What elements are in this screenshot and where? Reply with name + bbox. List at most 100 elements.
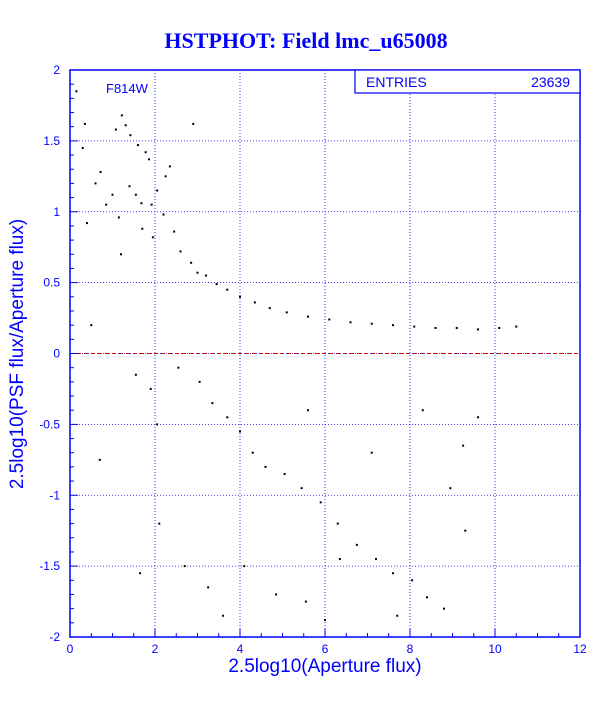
x-tick-label: 2 [152, 642, 159, 656]
y-tick-label: 0.5 [43, 276, 60, 290]
scatter-point [477, 328, 479, 331]
scatter-point [283, 472, 286, 475]
scatter-point [251, 451, 254, 454]
scatter-point [226, 288, 229, 291]
y-axis-title: 2.5log10(PSF flux/Aperture flux) [7, 219, 28, 489]
scatter-point [328, 318, 331, 321]
stats-value: 23639 [531, 74, 570, 90]
scatter-point [421, 409, 424, 412]
scatter-point [94, 182, 97, 185]
x-tick-label: 8 [407, 642, 414, 656]
scatter-point [141, 227, 144, 230]
scatter-point [114, 128, 117, 131]
scatter-point [120, 253, 122, 256]
scatter-point [275, 593, 278, 596]
scatter-point [150, 203, 153, 206]
x-tick-label: 6 [322, 642, 329, 656]
scatter-point [140, 202, 143, 205]
scatter-point [111, 193, 114, 196]
scatter-point [215, 283, 218, 286]
y-tick-label: -1.5 [39, 559, 60, 573]
scatter-point [396, 614, 399, 617]
scatter-point [129, 134, 132, 137]
scatter-point [99, 171, 102, 174]
scatter-point [98, 458, 101, 461]
scatter-point [75, 90, 78, 93]
scatter-point [239, 295, 241, 298]
scatter-point [120, 114, 123, 117]
scatter-point [411, 579, 414, 582]
scatter-point [477, 416, 479, 419]
scatter-point [124, 124, 127, 127]
x-axis-ticks: 0 2 4 6 8 10 12 [67, 629, 587, 656]
scatter-point [285, 311, 288, 314]
y-tick-label: -1 [49, 488, 60, 502]
scatter-point [205, 274, 207, 277]
scatter-point [162, 213, 165, 216]
stats-box-frame [354, 69, 581, 94]
scatter-point [139, 572, 142, 575]
scatter-point [148, 158, 151, 161]
scatter-point [158, 522, 161, 525]
scatter-point [190, 261, 193, 264]
y-tick-label: -0.5 [39, 417, 60, 431]
y-tick-label: 0 [53, 347, 60, 361]
scatter-point [464, 529, 467, 532]
scatter-point [156, 423, 159, 426]
scatter-point [196, 271, 199, 274]
scatter-point [443, 607, 445, 610]
x-axis-title: 2.5log10(Aperture flux) [228, 656, 421, 677]
x-tick-label: 10 [488, 642, 502, 656]
y-axis-ticks: -2 -1.5 -1 -0.5 0 0.5 1 1.5 2 [39, 63, 78, 644]
scatter-points [75, 90, 518, 621]
scatter-point [336, 522, 339, 525]
scatter-point [498, 326, 501, 329]
scatter-point [375, 558, 377, 561]
stats-label: ENTRIES [366, 74, 427, 90]
scatter-point [156, 189, 159, 192]
scatter-point [253, 301, 256, 304]
scatter-point [173, 230, 176, 233]
scatter-point [243, 565, 246, 568]
scatter-point [355, 543, 358, 546]
scatter-point [81, 146, 84, 149]
scatter-point [370, 322, 373, 325]
scatter-point [211, 402, 214, 405]
stats-box: ENTRIES 23639 [354, 69, 581, 94]
scatter-point [268, 307, 271, 310]
scatter-point [462, 444, 465, 447]
scatter-point [455, 326, 458, 329]
scatter-point [149, 387, 152, 390]
scatter-point [86, 222, 88, 225]
scatter-point [449, 487, 452, 490]
scatter-point [183, 565, 186, 568]
scatter-point [192, 122, 195, 125]
scatter-point [434, 326, 437, 329]
scatter-point [324, 618, 326, 621]
scatter-point [413, 325, 416, 328]
scatter-point [168, 165, 171, 168]
scatter-point [338, 558, 341, 561]
scatter-point [105, 203, 108, 206]
scatter-point [307, 409, 309, 412]
scatter-point [134, 373, 137, 376]
scatter-point [164, 175, 167, 178]
scatter-point [137, 144, 139, 147]
scatter-point [426, 596, 428, 599]
scatter-point [198, 380, 201, 383]
scatter-point [207, 586, 210, 589]
scatter-point [239, 430, 241, 433]
scatter-point [319, 501, 322, 504]
x-tick-label: 4 [237, 642, 244, 656]
scatter-point [392, 324, 394, 327]
scatter-point [128, 185, 131, 188]
x-tick-label: 12 [573, 642, 587, 656]
y-tick-label: 1.5 [43, 134, 60, 148]
scatter-point [349, 321, 352, 324]
y-tick-label: 2 [53, 63, 60, 77]
scatter-point [151, 236, 154, 239]
scatter-point [392, 572, 394, 575]
scatter-point [264, 465, 267, 468]
filter-label: F814W [106, 81, 149, 96]
